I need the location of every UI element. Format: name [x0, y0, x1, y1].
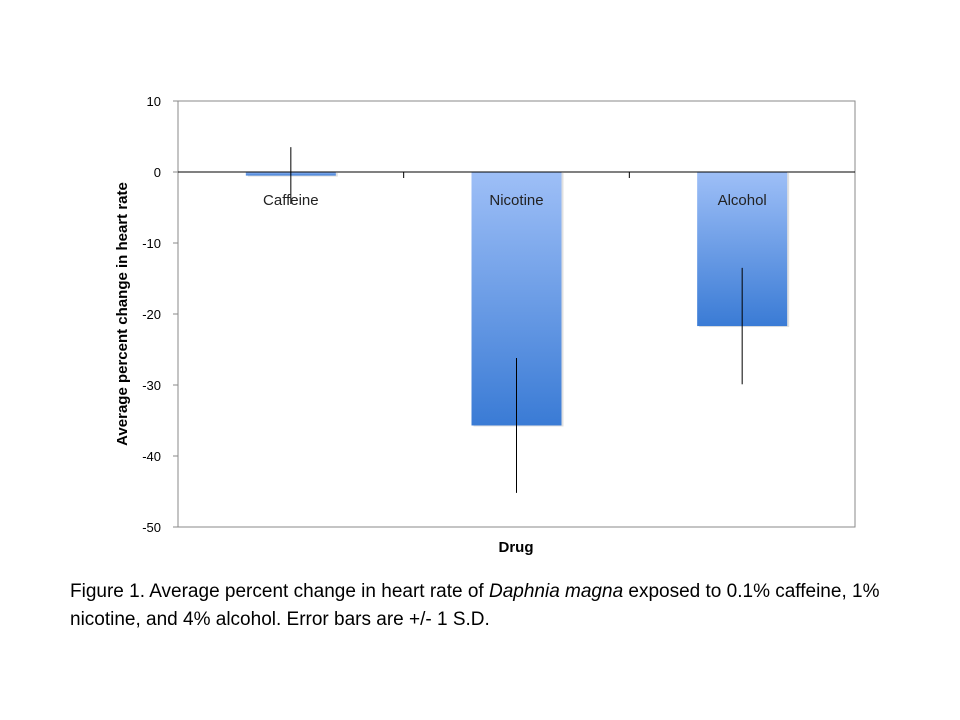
y-tick-label: 10 [147, 94, 161, 109]
y-tick-label: -40 [142, 449, 161, 464]
caption-prefix: Figure 1. Average percent change in hear… [70, 581, 489, 602]
caption-suffix: exposed to 0.1% caffeine, 1% nicotine, a… [70, 581, 880, 630]
figure-caption: Figure 1. Average percent change in hear… [70, 578, 910, 634]
category-label-alcohol: Alcohol [718, 192, 767, 209]
category-label-caffeine: Caffeine [263, 192, 319, 209]
y-tick-label: -20 [142, 307, 161, 322]
y-axis-title: Average percent change in heart rate [114, 182, 131, 446]
caption-species: Daphnia magna [488, 581, 624, 602]
x-axis-title: Drug [499, 539, 534, 556]
y-tick-label: -50 [142, 520, 161, 535]
y-tick-label: 0 [154, 165, 161, 180]
y-tick-label: -30 [142, 378, 161, 393]
bar-chart: 10 0 -10 -20 -30 -40 -50 Caffeine Nicotine Alcoh… [114, 94, 856, 556]
y-tick-label: -10 [142, 236, 161, 251]
category-label-nicotine: Nicotine [489, 192, 543, 209]
